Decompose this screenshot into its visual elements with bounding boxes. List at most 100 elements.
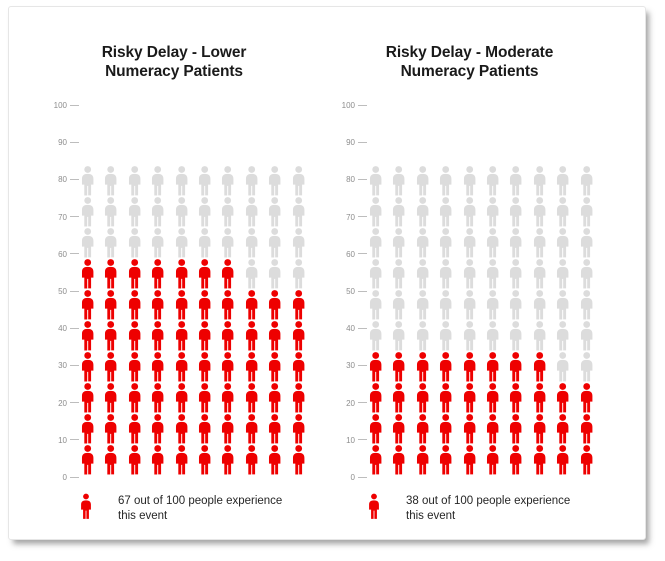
person-icon-muted bbox=[411, 320, 434, 351]
person-icon-highlighted bbox=[287, 351, 310, 382]
y-axis-tick-label: 0 bbox=[62, 473, 67, 482]
y-axis-tick: 90 bbox=[327, 137, 367, 148]
y-axis-left: 0 10 20 30 40 50 60 70 80 90 100 bbox=[39, 101, 79, 482]
person-icon-muted bbox=[528, 258, 551, 289]
person-icon-muted bbox=[240, 227, 263, 258]
person-icon-muted bbox=[481, 165, 504, 196]
person-icon-highlighted bbox=[411, 413, 434, 444]
person-icon-muted bbox=[364, 258, 387, 289]
person-icon-highlighted bbox=[193, 320, 216, 351]
person-icon-muted bbox=[387, 258, 410, 289]
pictograph-row bbox=[364, 196, 598, 227]
pictograph-row bbox=[364, 382, 598, 413]
person-icon-muted bbox=[387, 165, 410, 196]
person-icon-highlighted bbox=[287, 413, 310, 444]
person-icon-highlighted bbox=[575, 444, 598, 475]
person-icon-muted bbox=[76, 196, 99, 227]
person-icon-muted bbox=[123, 196, 146, 227]
legend-text-right: 38 out of 100 people experience this eve… bbox=[406, 491, 570, 523]
person-icon-muted bbox=[193, 165, 216, 196]
person-icon-muted bbox=[434, 289, 457, 320]
person-icon-muted bbox=[551, 258, 574, 289]
person-icon-highlighted bbox=[263, 444, 286, 475]
person-icon-highlighted bbox=[146, 413, 169, 444]
charts-row: Risky Delay - Lower Numeracy Patients 0 1… bbox=[9, 7, 645, 539]
person-icon-highlighted bbox=[170, 413, 193, 444]
person-icon-muted bbox=[551, 320, 574, 351]
person-icon-highlighted bbox=[146, 444, 169, 475]
person-icon-highlighted bbox=[193, 351, 216, 382]
y-axis-tick-mark bbox=[358, 402, 367, 404]
y-axis-tick-label: 80 bbox=[58, 175, 67, 185]
person-icon-highlighted bbox=[481, 413, 504, 444]
person-icon-highlighted bbox=[364, 413, 387, 444]
person-icon-muted bbox=[123, 227, 146, 258]
person-icon-highlighted bbox=[528, 444, 551, 475]
pictograph-page-frame: Risky Delay - Lower Numeracy Patients 0 1… bbox=[8, 6, 646, 540]
person-icon-muted bbox=[504, 289, 527, 320]
y-axis-tick-label: 10 bbox=[346, 435, 355, 445]
person-icon-highlighted bbox=[240, 289, 263, 320]
person-icon-highlighted bbox=[551, 413, 574, 444]
person-icon-muted bbox=[411, 165, 434, 196]
legend-line1: 38 out of 100 people experience bbox=[406, 495, 571, 507]
person-icon-highlighted bbox=[146, 351, 169, 382]
y-axis-tick: 50 bbox=[327, 286, 367, 297]
y-axis-tick-label: 30 bbox=[346, 361, 355, 371]
person-icon-muted bbox=[146, 196, 169, 227]
person-icon-muted bbox=[364, 196, 387, 227]
person-icon-highlighted bbox=[387, 351, 410, 382]
pictograph-row bbox=[364, 227, 598, 258]
person-icon-highlighted bbox=[240, 351, 263, 382]
page-title-left: Risky Delay - Lower Numeracy Patients bbox=[39, 43, 309, 81]
y-axis-tick: 60 bbox=[327, 249, 367, 260]
person-icon-highlighted bbox=[364, 382, 387, 413]
y-axis-tick-mark bbox=[358, 364, 367, 366]
person-icon-muted bbox=[575, 227, 598, 258]
person-icon-highlighted bbox=[146, 382, 169, 413]
y-axis-tick: 100 bbox=[39, 100, 79, 111]
person-icon-highlighted bbox=[504, 382, 527, 413]
person-icon-muted bbox=[458, 165, 481, 196]
y-axis-right: 0 10 20 30 40 50 60 70 80 90 100 bbox=[327, 101, 367, 482]
person-icon-muted bbox=[387, 320, 410, 351]
person-icon-muted bbox=[364, 320, 387, 351]
person-icon-highlighted bbox=[193, 289, 216, 320]
person-icon-highlighted bbox=[387, 444, 410, 475]
icon-grid-left bbox=[76, 105, 310, 477]
person-icon-highlighted bbox=[504, 444, 527, 475]
person-icon-highlighted bbox=[216, 413, 239, 444]
icon-grid-right bbox=[364, 105, 598, 477]
person-icon-muted bbox=[434, 227, 457, 258]
person-icon-muted bbox=[411, 227, 434, 258]
person-icon-muted bbox=[551, 165, 574, 196]
pictograph-row bbox=[76, 320, 310, 351]
pictograph-row bbox=[364, 413, 598, 444]
pictograph-row bbox=[76, 444, 310, 475]
person-icon-highlighted bbox=[575, 382, 598, 413]
person-icon-highlighted bbox=[504, 351, 527, 382]
y-axis-tick: 30 bbox=[327, 360, 367, 371]
person-icon-muted bbox=[287, 227, 310, 258]
person-icon-highlighted bbox=[263, 351, 286, 382]
y-axis-tick: 50 bbox=[39, 286, 79, 297]
pictograph-row bbox=[76, 165, 310, 196]
person-icon-highlighted bbox=[193, 444, 216, 475]
y-axis-tick-mark bbox=[70, 439, 79, 441]
y-axis-tick: 0 bbox=[39, 472, 79, 483]
legend-text-left: 67 out of 100 people experience this eve… bbox=[118, 491, 282, 523]
person-icon-highlighted bbox=[76, 320, 99, 351]
person-icon-highlighted bbox=[434, 444, 457, 475]
person-icon-highlighted bbox=[123, 320, 146, 351]
y-axis-tick: 70 bbox=[39, 212, 79, 223]
person-icon-muted bbox=[240, 258, 263, 289]
person-icon-muted bbox=[193, 227, 216, 258]
person-icon-muted bbox=[458, 289, 481, 320]
pictograph-row bbox=[364, 289, 598, 320]
person-icon-muted bbox=[551, 227, 574, 258]
person-icon-highlighted bbox=[170, 320, 193, 351]
person-icon-muted bbox=[216, 227, 239, 258]
person-icon-highlighted bbox=[263, 413, 286, 444]
person-icon-highlighted bbox=[170, 382, 193, 413]
pictograph-row bbox=[364, 165, 598, 196]
